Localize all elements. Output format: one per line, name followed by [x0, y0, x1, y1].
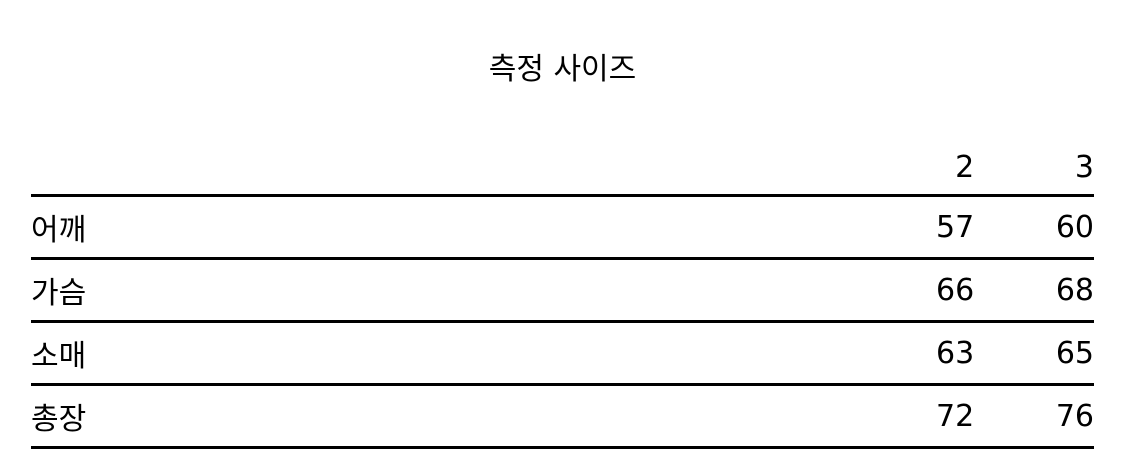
table-row: 가슴 66 68 — [31, 259, 1094, 322]
page-title: 측정 사이즈 — [488, 52, 637, 87]
table-row: 어깨 57 60 — [31, 196, 1094, 259]
table-row: 소매 63 65 — [31, 322, 1094, 385]
cell: 76 — [1055, 398, 1094, 434]
cell: 72 — [936, 398, 975, 434]
header-label — [31, 150, 204, 196]
header-size-3: 3 — [1074, 150, 1094, 185]
cell: 60 — [1055, 209, 1094, 245]
size-table: 2 3 어깨 57 60 가슴 66 68 소매 63 65 총장 72 76 — [31, 150, 1094, 449]
row-label: 소매 — [31, 339, 87, 374]
header-row: 2 3 — [31, 150, 1094, 196]
cell: 63 — [936, 335, 975, 371]
table-row: 총장 72 76 — [31, 385, 1094, 448]
row-label: 어깨 — [31, 213, 87, 248]
header-size-2: 2 — [955, 150, 975, 185]
cell: 57 — [936, 209, 975, 245]
row-label: 총장 — [31, 402, 87, 437]
cell: 68 — [1055, 272, 1094, 308]
cell: 65 — [1055, 335, 1094, 371]
row-label: 가슴 — [31, 276, 87, 311]
cell: 66 — [936, 272, 975, 308]
